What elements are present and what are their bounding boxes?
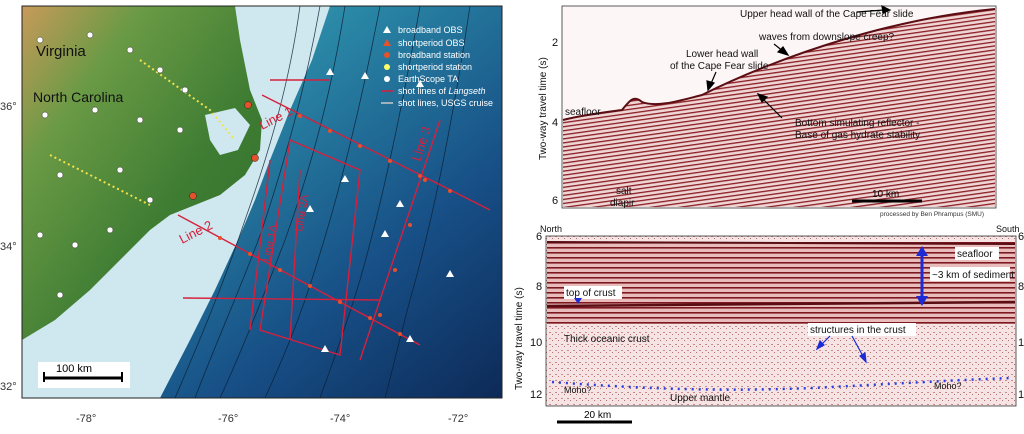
north-label: North: [540, 224, 562, 234]
legend-shortperiod-obs: shortperiod OBS: [398, 38, 465, 48]
legend-shortperiod-station: shortperiod station: [398, 62, 472, 72]
sediment-reflections: [547, 242, 1015, 324]
structures-arrows: [815, 335, 867, 364]
map-figure: Virginia North Carolina Line 1 Line 2 Li…: [0, 5, 503, 425]
bottom-seismic-panel: North South Two-way travel time (s) 6 8 …: [512, 222, 1024, 429]
station-line-south: [49, 154, 151, 206]
top-seismic-panel: Two-way travel time (s) 2 4 6 Upper head…: [512, 0, 1024, 222]
bottom-seafloor-line: [546, 241, 1016, 245]
top-annotations: Upper head wall of the Cape Fear slide w…: [565, 9, 920, 209]
station-line-north: [139, 59, 236, 141]
bottom-scale-label: 20 km: [584, 410, 611, 421]
bottom-ytick-right-10: 10: [1018, 337, 1024, 349]
bottom-ytick-right-8: 8: [1018, 281, 1024, 293]
lower-head-wall-label-1: Lower head wall: [686, 49, 758, 60]
top-of-crust-label-box: [564, 286, 622, 299]
legend-langseth-lines: shot lines of Langseth: [398, 86, 486, 96]
legend-earthscope-ta: EarthScope TA: [398, 74, 458, 84]
top-seafloor-line: [562, 8, 996, 121]
shortperiod-obs: [218, 114, 452, 336]
lon-tick-74: -74°: [330, 413, 350, 425]
bottom-scale-bar: 20 km: [557, 410, 632, 424]
top-scale-label: 10 km: [872, 189, 899, 200]
top-arrows: [706, 4, 892, 119]
land-area: [22, 6, 262, 340]
map-legend: broadband OBS shortperiod OBS broadband …: [381, 25, 493, 108]
legend-usgs-lines: shot lines, USGS cruise: [398, 98, 493, 108]
lower-head-wall-label-2: of the Cape Fear slide: [670, 61, 769, 72]
bottom-ytick-12: 12: [530, 389, 542, 401]
thick-crust-label: Thick oceanic crust: [564, 334, 650, 345]
map-panel: Virginia North Carolina Line 1 Line 2 Li…: [0, 0, 512, 429]
south-label: South: [996, 224, 1020, 234]
map-frame: [21, 5, 503, 399]
top-ytick-4: 4: [552, 117, 558, 129]
bottom-ytick-right-6: 6: [1018, 231, 1024, 243]
top-seismic-reflections: [563, 9, 995, 207]
top-of-crust-arrow: [574, 298, 582, 304]
bottom-ytick-6: 6: [536, 231, 542, 243]
bottom-ytick-8: 8: [536, 281, 542, 293]
top-of-crust-line: [546, 300, 1016, 308]
map-scale-bar: 100 km: [38, 362, 130, 388]
bsr-label-2: Base of gas hydrate stability: [795, 130, 920, 141]
lon-tick-72: -72°: [448, 413, 468, 425]
state-label-north-carolina: North Carolina: [33, 89, 123, 105]
salt-label: salt: [616, 186, 632, 197]
sediment-label-box: [930, 267, 1010, 281]
broadband-obs: [306, 68, 454, 352]
waves-label: waves from downslope creep?: [758, 32, 895, 43]
top-of-crust-label: top of crust: [566, 288, 616, 299]
bsr-label-1: Bottom simulating reflector -: [795, 118, 920, 129]
bottom-seafloor-label-box: [955, 247, 999, 260]
lat-tick-32: 32°: [0, 381, 17, 393]
moho-line: [551, 376, 1013, 391]
top-scale-bar: 10 km: [852, 189, 922, 203]
map-scale-label: 100 km: [56, 363, 92, 375]
broadband-stations: [189, 101, 259, 200]
upper-mantle-label: Upper mantle: [670, 393, 730, 404]
bottom-yticks-right: 6 8 10 12: [1018, 231, 1024, 401]
moho-left-label: Moho?: [564, 385, 592, 395]
structures-label-box: [808, 323, 916, 336]
sediment-label: ~3 km of sediment: [932, 270, 1014, 281]
map-axis-labels: 36° 34° 32° -78° -76° -74° -72°: [0, 101, 468, 425]
pamlico-sound: [205, 108, 250, 155]
structures-label: structures in the crust: [810, 325, 906, 336]
lon-tick-76: -76°: [218, 413, 238, 425]
bottom-ytick-10: 10: [530, 337, 542, 349]
lat-tick-34: 34°: [0, 241, 17, 253]
bottom-ylabel: Two-way travel time (s): [514, 287, 525, 390]
bottom-seismic-figure: North South Two-way travel time (s) 6 8 …: [514, 224, 1024, 424]
lat-tick-36: 36°: [0, 101, 17, 113]
top-seismic-figure: Two-way travel time (s) 2 4 6 Upper head…: [538, 4, 997, 218]
top-ylabel: Two-way travel time (s): [538, 57, 549, 160]
top-ytick-2: 2: [552, 37, 558, 49]
upper-head-wall-label: Upper head wall of the Cape Fear slide: [740, 9, 914, 20]
bottom-seafloor-label: seafloor: [957, 249, 993, 260]
legend-broadband-station: broadband station: [398, 50, 470, 60]
legend-broadband-obs: broadband OBS: [398, 25, 463, 35]
state-label-virginia: Virginia: [36, 43, 86, 60]
lon-tick-78: -78°: [76, 413, 96, 425]
sediment-thickness-arrow: [916, 246, 928, 306]
top-seafloor-label: seafloor: [565, 107, 601, 118]
processed-credit: processed by Ben Phrampus (SMU): [880, 211, 984, 218]
top-yticks: 2 4 6: [552, 37, 558, 207]
diapir-label: diapir: [610, 198, 635, 209]
earthscope-stations: [36, 31, 189, 299]
bottom-ytick-right-12: 12: [1018, 389, 1024, 401]
top-ytick-6: 6: [552, 195, 558, 207]
moho-right-label: Moho?: [934, 381, 962, 391]
bottom-yticks-left: 6 8 10 12: [530, 231, 542, 401]
